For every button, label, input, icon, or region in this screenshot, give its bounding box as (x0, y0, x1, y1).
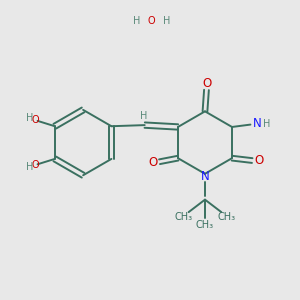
Text: CH₃: CH₃ (196, 220, 214, 230)
Text: O: O (148, 16, 155, 26)
Text: CH₃: CH₃ (217, 212, 236, 223)
Text: O: O (148, 156, 158, 169)
Text: O: O (202, 77, 212, 90)
Text: H: H (140, 111, 147, 121)
Text: CH₃: CH₃ (175, 212, 193, 223)
Text: H: H (163, 16, 170, 26)
Text: N: N (201, 170, 209, 183)
Text: H: H (133, 16, 140, 26)
Text: H: H (26, 162, 33, 172)
Text: O: O (32, 115, 39, 125)
Text: O: O (32, 160, 39, 170)
Text: N: N (253, 118, 261, 130)
Text: O: O (254, 154, 263, 167)
Text: H: H (26, 113, 33, 123)
Text: H: H (263, 119, 271, 129)
